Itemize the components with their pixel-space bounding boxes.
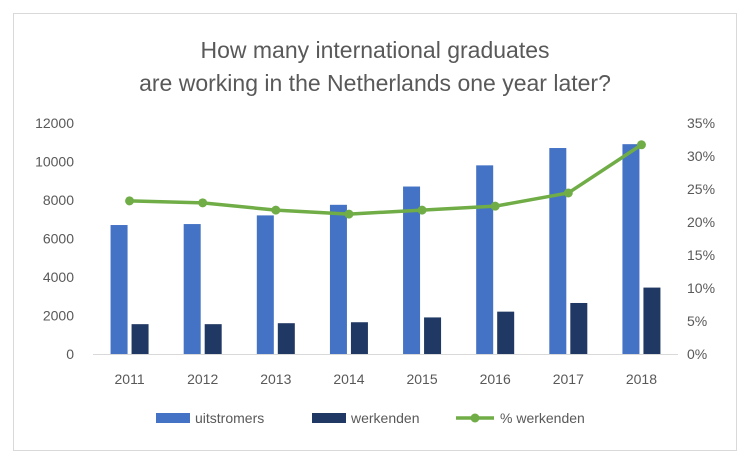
bar-werkenden xyxy=(424,317,442,354)
bar-uitstromers xyxy=(256,215,274,354)
y-right-tick-label: 15% xyxy=(687,247,715,263)
x-tick-label: 2017 xyxy=(553,371,584,387)
bar-uitstromers xyxy=(476,165,494,354)
line-point xyxy=(636,140,646,150)
legend-label: uitstromers xyxy=(195,410,264,426)
y-right-tick-label: 5% xyxy=(687,313,707,329)
line-point xyxy=(563,188,573,198)
bar-uitstromers xyxy=(403,186,421,354)
x-tick-label: 2016 xyxy=(480,371,511,387)
bar-werkenden xyxy=(350,322,368,354)
y-left-tick-label: 2000 xyxy=(43,308,74,324)
x-tick-label: 2015 xyxy=(406,371,437,387)
y-left-tick-label: 0 xyxy=(66,346,74,362)
x-tick-label: 2014 xyxy=(333,371,364,387)
bar-uitstromers xyxy=(329,204,347,354)
chart-title-line-1: How many international graduates xyxy=(200,37,550,63)
y-left-tick-label: 12000 xyxy=(35,115,74,131)
chart-title-line-2: are working in the Netherlands one year … xyxy=(139,70,611,96)
x-tick-label: 2012 xyxy=(187,371,218,387)
chart-title: How many international graduates are wor… xyxy=(0,34,750,100)
y-right-tick-label: 0% xyxy=(687,346,707,362)
line-point xyxy=(490,201,500,211)
bar-uitstromers xyxy=(622,144,640,354)
y-left-tick-label: 4000 xyxy=(43,269,74,285)
line-point xyxy=(271,205,281,215)
y-right-tick-label: 35% xyxy=(687,115,715,131)
y-right-tick-label: 25% xyxy=(687,181,715,197)
bar-werkenden xyxy=(497,311,515,354)
y-right-tick-label: 10% xyxy=(687,280,715,296)
y-left-tick-label: 10000 xyxy=(35,154,74,170)
legend-marker xyxy=(470,413,480,423)
line-point xyxy=(125,196,135,206)
legend-swatch xyxy=(312,413,346,423)
bar-uitstromers xyxy=(110,225,128,354)
x-tick-label: 2013 xyxy=(260,371,291,387)
bar-werkenden xyxy=(277,323,295,354)
y-left-tick-label: 8000 xyxy=(43,192,74,208)
legend-swatch xyxy=(156,413,190,423)
line-point xyxy=(344,209,354,219)
x-tick-label: 2011 xyxy=(115,371,145,387)
legend-label: % werkenden xyxy=(500,410,585,426)
line-percent-werkenden xyxy=(129,143,643,216)
bar-uitstromers xyxy=(549,148,567,354)
y-right-tick-label: 30% xyxy=(687,148,715,164)
chart-frame xyxy=(13,13,737,451)
x-tick-label: 2018 xyxy=(626,371,657,387)
y-left-tick-label: 6000 xyxy=(43,231,74,247)
y-right-tick-label: 20% xyxy=(687,214,715,230)
bar-werkenden xyxy=(131,324,149,354)
bar-uitstromers xyxy=(183,224,201,354)
legend-label: werkenden xyxy=(350,410,420,426)
bar-werkenden xyxy=(570,302,588,354)
line-point xyxy=(198,198,208,208)
line-point xyxy=(417,205,427,215)
bar-werkenden xyxy=(643,287,661,354)
bar-werkenden xyxy=(204,324,222,354)
